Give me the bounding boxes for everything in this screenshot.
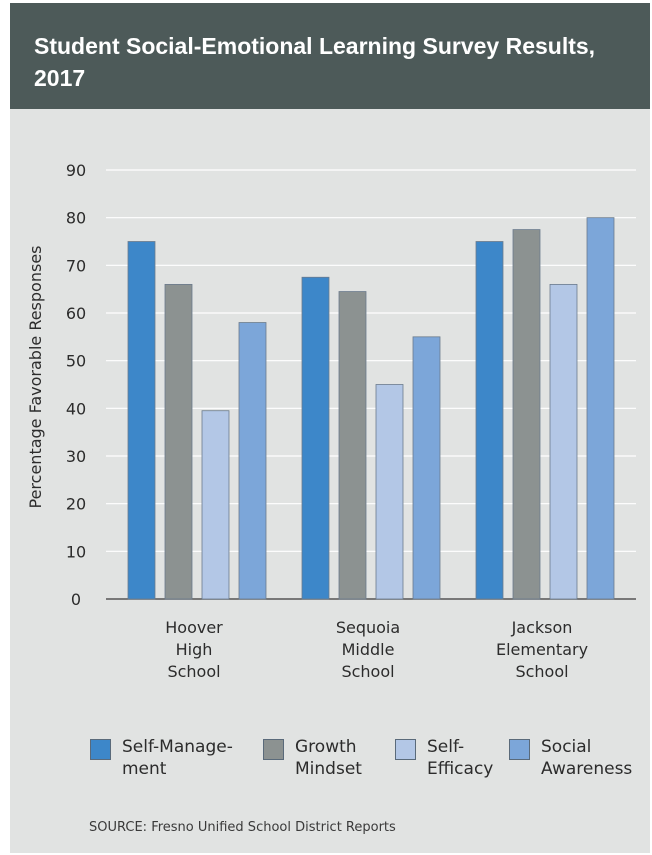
legend-label-social-awareness: Social Awareness [541,737,633,779]
category-label: Sequoia Middle School [336,618,400,681]
category-label-line: School [341,662,394,681]
y-tick-label: 60 [66,304,86,323]
bar-growth-mindset [338,291,367,600]
legend-label-self-management: Self-Manage- ment [122,737,233,779]
category-label-line: School [167,662,220,681]
bar-self-management [475,241,504,600]
title-bar: Student Social-Emotional Learning Survey… [10,3,650,109]
bar-social-awareness [586,217,615,600]
y-tick-label: 40 [66,399,86,418]
bar-self-efficacy [201,410,230,600]
bar-self-efficacy [375,384,404,600]
source-note: SOURCE: Fresno Unified School District R… [89,820,396,835]
y-tick-label: 80 [66,209,86,228]
y-axis-label: Percentage Favorable Responses [26,246,45,509]
y-tick-label: 50 [66,352,86,371]
bar-chart: 0 10 20 30 40 50 60 70 80 90 Percentage Favorable… [26,161,636,681]
y-tick-label: 10 [66,542,86,561]
bar-social-awareness [412,336,441,600]
y-tick-label: 30 [66,447,86,466]
bar-growth-mindset [512,229,541,600]
chart-title: Student Social-Emotional Learning Survey… [34,33,596,91]
category-label-line: Middle [342,640,395,659]
legend-swatch-self-management [90,739,111,760]
y-tick-label: 70 [66,256,86,275]
category-label: Hoover High School [165,618,223,681]
category-label: Jackson Elementary School [496,618,588,681]
legend-label-self-efficacy: Self- Efficacy [427,737,494,779]
y-tick-label: 90 [66,161,86,180]
bar-self-management [301,276,330,600]
category-label-line: High [176,640,213,659]
category-label-line: Hoover [165,618,223,637]
category-label-line: School [515,662,568,681]
y-axis-ticks: 0 10 20 30 40 50 60 70 80 90 [66,161,86,609]
legend-swatch-social-awareness [509,739,530,760]
bars [127,217,615,600]
chart-panel: Student Social-Emotional Learning Survey… [10,3,650,853]
category-label-line: Sequoia [336,618,400,637]
category-label-line: Jackson [511,618,573,637]
y-tick-label: 0 [71,590,81,609]
gridlines [106,169,636,600]
legend-swatch-growth-mindset [263,739,284,760]
bar-social-awareness [238,322,267,600]
bar-self-management [127,241,156,600]
legend-label-growth-mindset: Growth Mindset [295,737,362,779]
category-label-line: Elementary [496,640,588,659]
bar-self-efficacy [549,283,578,600]
y-tick-label: 20 [66,495,86,514]
legend-swatch-self-efficacy [395,739,416,760]
bar-growth-mindset [164,283,193,600]
